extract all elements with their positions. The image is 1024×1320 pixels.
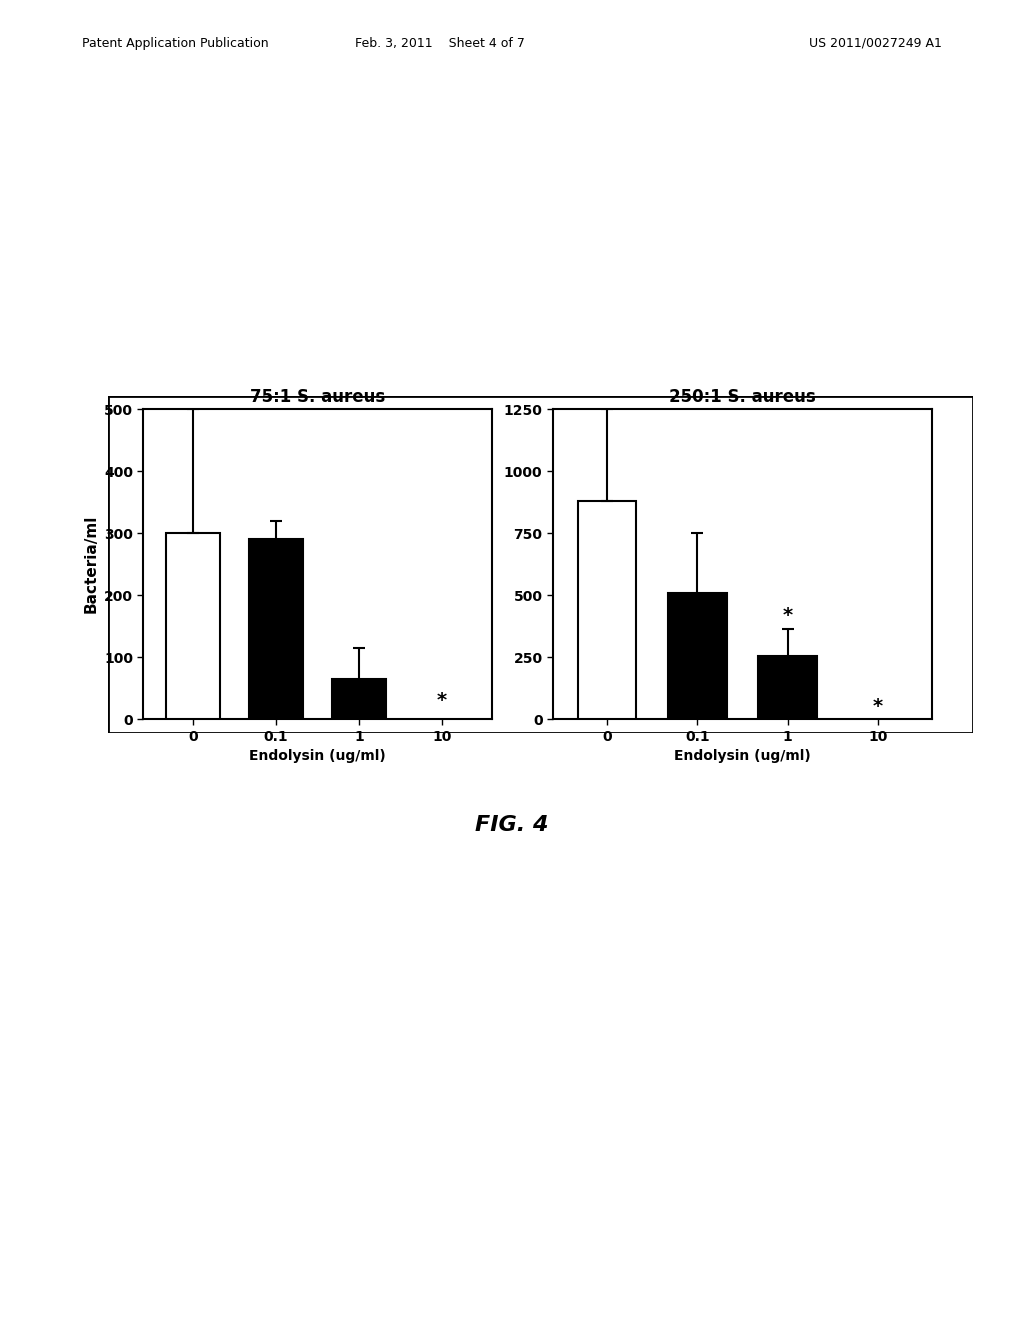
Bar — [332, 678, 386, 719]
Text: Feb. 3, 2011    Sheet 4 of 7: Feb. 3, 2011 Sheet 4 of 7 — [355, 37, 525, 50]
Text: US 2011/0027249 A1: US 2011/0027249 A1 — [809, 37, 942, 50]
Y-axis label: Bacteria/ml: Bacteria/ml — [83, 515, 98, 614]
Text: Patent Application Publication: Patent Application Publication — [82, 37, 268, 50]
Title: 75:1 S. aureus: 75:1 S. aureus — [250, 388, 385, 407]
Bar — [166, 533, 220, 719]
Bar — [578, 502, 636, 719]
Bar — [668, 593, 727, 719]
Text: FIG. 4: FIG. 4 — [475, 814, 549, 836]
X-axis label: Endolysin (ug/ml): Endolysin (ug/ml) — [674, 750, 811, 763]
Text: *: * — [872, 697, 883, 715]
Bar — [249, 540, 303, 719]
X-axis label: Endolysin (ug/ml): Endolysin (ug/ml) — [249, 750, 386, 763]
Bar — [758, 656, 817, 719]
Title: 250:1 S. aureus: 250:1 S. aureus — [669, 388, 816, 407]
Text: *: * — [782, 606, 793, 626]
Text: *: * — [436, 692, 446, 710]
